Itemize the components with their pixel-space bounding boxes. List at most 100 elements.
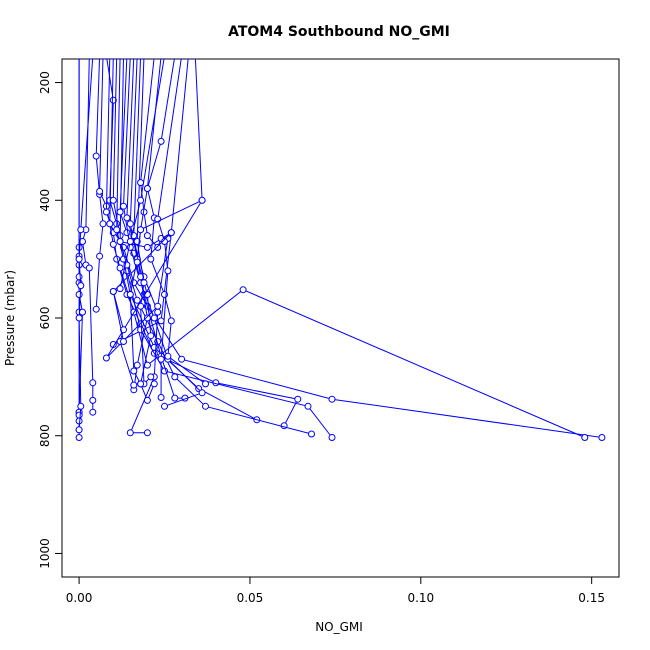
data-point	[118, 59, 123, 60]
data-point	[79, 308, 86, 316]
x-tick-label: 0.05	[237, 591, 264, 605]
data-point	[137, 196, 145, 204]
data-point	[164, 267, 172, 275]
data-point	[143, 314, 151, 322]
y-tick-label: 200	[38, 71, 52, 94]
data-point	[116, 285, 124, 293]
data-point	[154, 302, 162, 310]
data-point	[198, 196, 206, 204]
data-point	[109, 288, 117, 295]
data-point	[143, 429, 151, 437]
data-point	[154, 243, 162, 251]
data-point	[171, 373, 179, 381]
data-point	[304, 402, 312, 410]
data-point	[111, 59, 116, 60]
data-point	[77, 226, 85, 234]
data-point	[328, 395, 336, 403]
data-point	[137, 226, 145, 234]
series-line-22	[157, 59, 182, 398]
data-point	[126, 429, 134, 437]
data-point	[96, 187, 104, 195]
data-point	[143, 243, 151, 251]
data-point	[97, 59, 102, 60]
y-axis-label: Pressure (mbar)	[3, 270, 17, 366]
data-point	[75, 255, 83, 263]
x-tick-label: 0.15	[578, 591, 605, 605]
data-point	[116, 264, 124, 272]
data-point	[92, 305, 100, 313]
data-point	[164, 352, 172, 360]
data-point	[239, 286, 247, 294]
data-point	[85, 264, 93, 272]
data-point	[171, 394, 179, 402]
x-tick-label: 0.10	[407, 591, 434, 605]
data-point	[133, 296, 141, 304]
data-point	[162, 59, 167, 60]
data-point	[130, 381, 138, 389]
data-point	[124, 59, 129, 60]
series-line-6	[106, 59, 602, 438]
data-point	[89, 396, 97, 404]
data-point	[109, 240, 117, 248]
x-tick-label: 0.00	[66, 591, 93, 605]
data-point	[89, 408, 97, 416]
data-point	[147, 373, 155, 381]
data-point	[133, 361, 141, 369]
y-tick-label: 800	[38, 424, 52, 447]
data-point	[99, 220, 107, 228]
data-point	[157, 137, 165, 145]
data-point	[77, 59, 82, 60]
data-point	[120, 202, 127, 210]
data-point	[154, 308, 162, 316]
data-point	[138, 59, 143, 60]
x-axis-label: NO_GMI	[315, 620, 363, 634]
data-point	[135, 59, 140, 60]
data-point	[157, 317, 165, 325]
data-point	[143, 396, 151, 404]
data-point	[294, 395, 302, 403]
data-point	[109, 196, 117, 204]
data-point	[159, 59, 164, 60]
data-point	[104, 59, 109, 60]
data-point	[598, 434, 606, 441]
data-point	[143, 232, 151, 240]
data-point	[150, 380, 158, 388]
data-point	[150, 314, 158, 322]
data-point	[172, 59, 177, 60]
data-point	[126, 220, 134, 228]
data-point	[113, 226, 121, 234]
series-line-4	[95, 59, 104, 310]
data-point	[157, 355, 165, 363]
data-point	[140, 279, 148, 287]
data-point	[126, 291, 134, 298]
x-axis: 0.00 0.05 0.10 0.15	[66, 576, 605, 605]
data-point	[581, 434, 589, 441]
data-point	[193, 59, 198, 60]
data-point	[126, 238, 134, 245]
data-point	[114, 59, 119, 60]
y-axis: 200 400 600 800 1000	[38, 71, 63, 569]
data-point	[202, 402, 209, 410]
data-point	[123, 214, 131, 222]
y-tick-label: 600	[38, 307, 52, 330]
data-point	[130, 367, 138, 375]
y-tick-label: 400	[38, 189, 52, 212]
data-point	[179, 59, 184, 60]
data-point	[116, 208, 124, 216]
data-point	[137, 273, 145, 281]
data-point	[79, 238, 86, 245]
data-point	[75, 434, 83, 441]
data-point	[87, 59, 92, 60]
data-point	[147, 332, 155, 340]
series-line-8	[109, 59, 585, 438]
data-point	[77, 402, 85, 410]
data-point	[96, 252, 104, 260]
data-point	[77, 282, 85, 290]
data-point	[77, 59, 82, 60]
data-point	[75, 411, 83, 419]
data-point	[161, 402, 168, 410]
data-point	[109, 96, 117, 104]
data-point	[137, 380, 145, 388]
data-point	[131, 59, 136, 60]
data-point	[157, 394, 165, 401]
